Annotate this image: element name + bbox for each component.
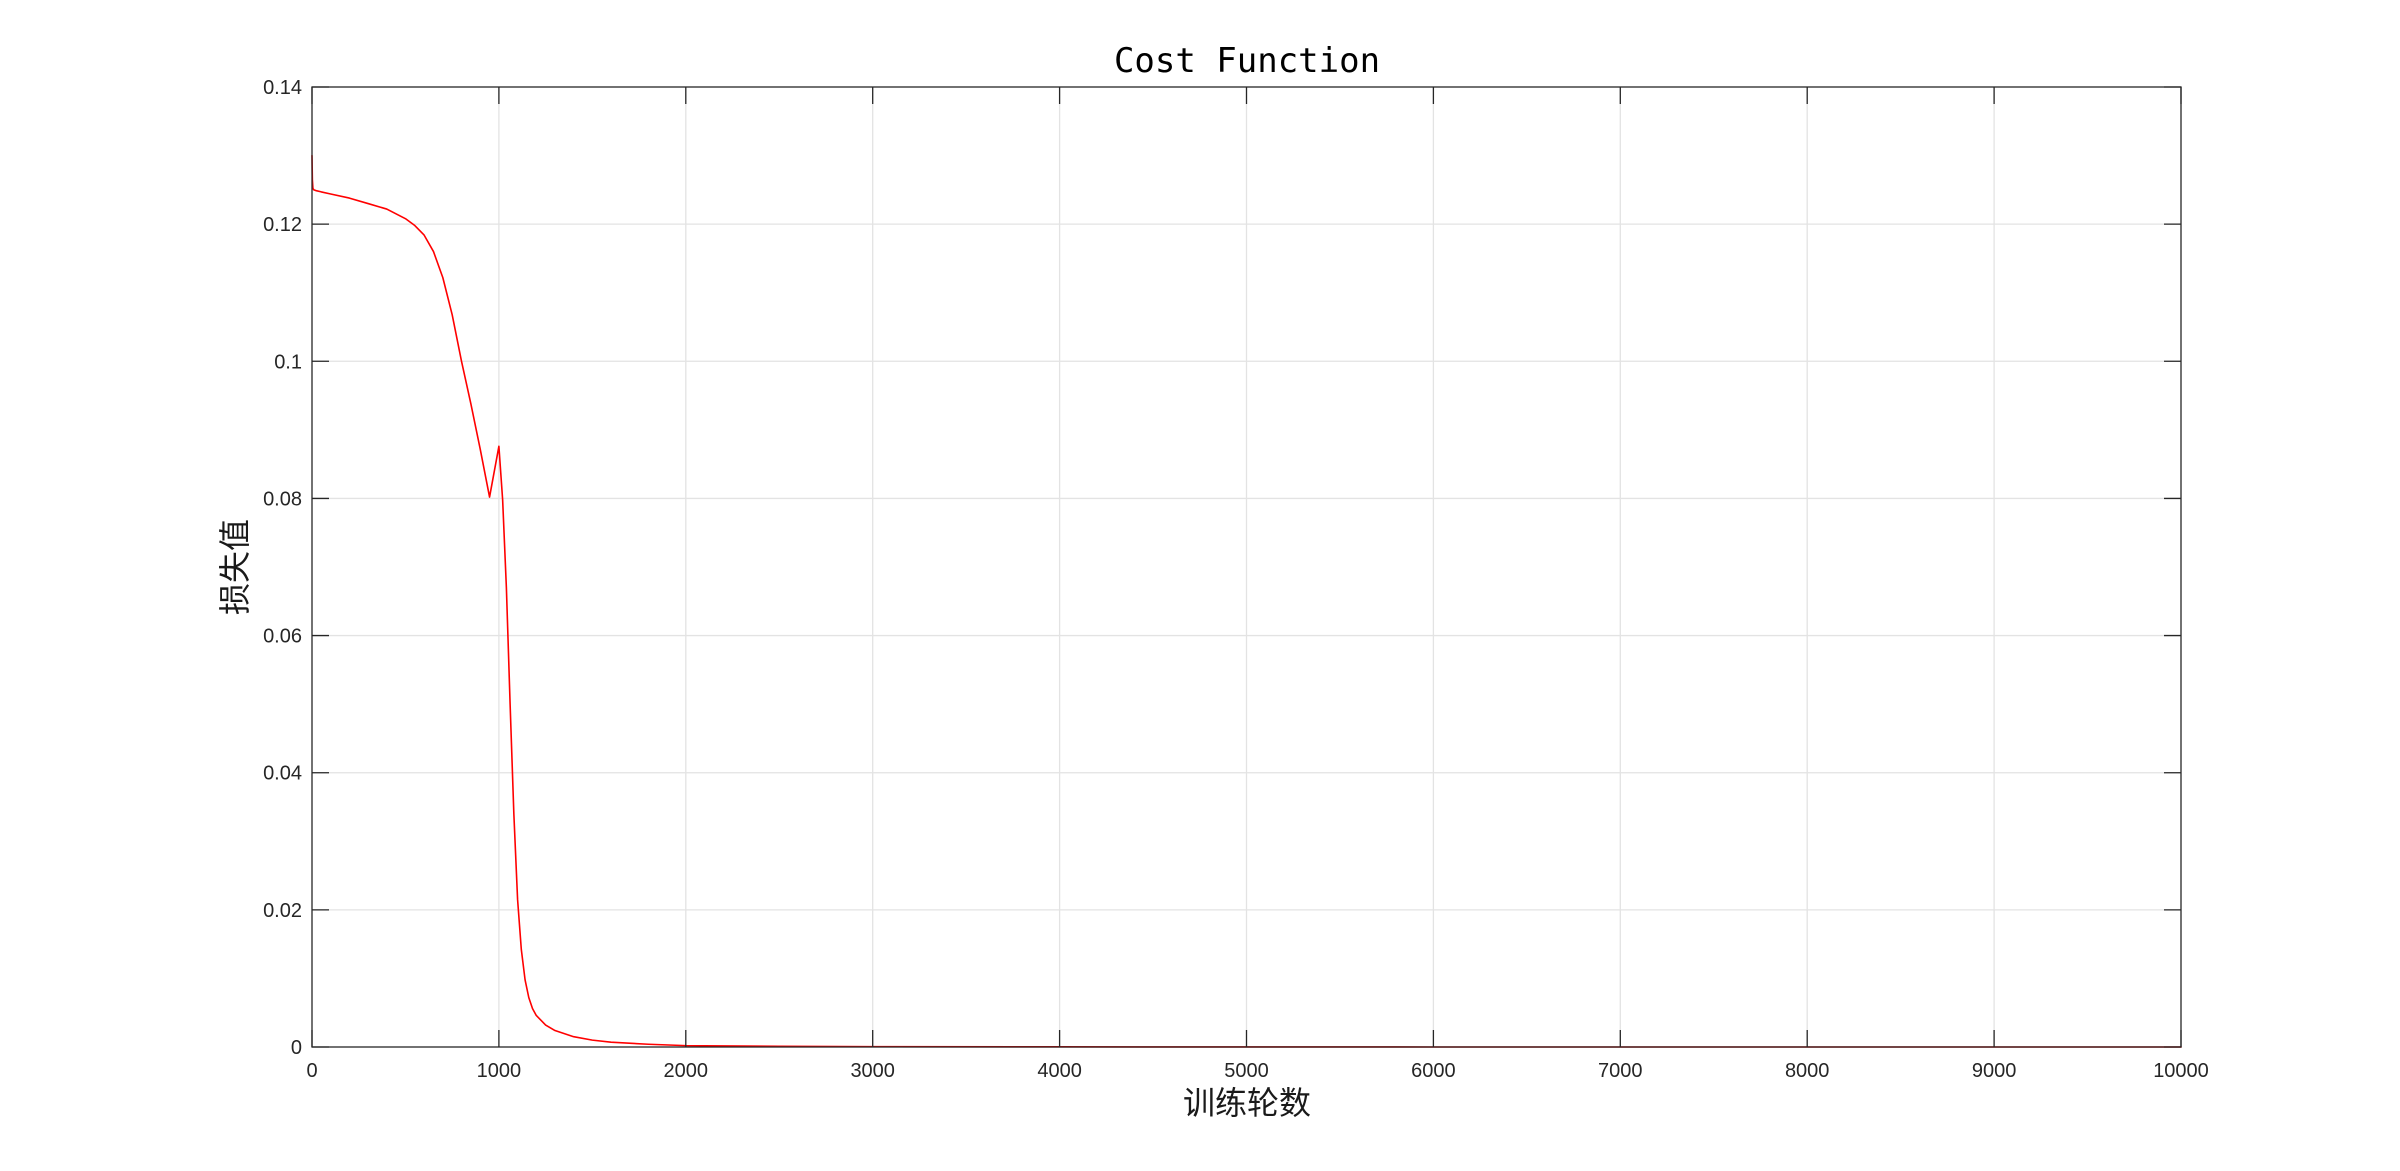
x-axis-label: 训练轮数 [1183, 1084, 1311, 1122]
x-tick-label: 2000 [664, 1060, 709, 1082]
grid-lines [312, 87, 2181, 1047]
x-tick-label: 3000 [850, 1060, 895, 1082]
x-tick-labels: 0 1000 2000 3000 4000 5000 6000 7000 8000 9000 100… [306, 1060, 2208, 1082]
y-tick-label: 0.02 [263, 900, 302, 922]
x-tick-label: 5000 [1224, 1060, 1269, 1082]
y-tick-label: 0.1 [274, 351, 302, 373]
y-tick-label: 0.12 [263, 214, 302, 236]
chart-title: Cost Function [1114, 41, 1380, 81]
y-tick-labels: 0 0.02 0.04 0.06 0.08 0.1 0.12 0.14 [263, 77, 302, 1059]
y-axis-label: 损失值 [216, 519, 254, 615]
y-tick-label: 0.08 [263, 488, 302, 510]
x-tick-label: 7000 [1598, 1060, 1643, 1082]
x-tick-label: 10000 [2153, 1060, 2209, 1082]
x-tick-label: 0 [306, 1060, 317, 1082]
y-tick-label: 0.06 [263, 626, 302, 648]
y-tick-label: 0 [291, 1037, 302, 1059]
x-tick-label: 9000 [1972, 1060, 2017, 1082]
x-tick-label: 4000 [1037, 1060, 1082, 1082]
x-tick-label: 1000 [477, 1060, 522, 1082]
y-tick-label: 0.14 [263, 77, 302, 99]
x-tick-label: 8000 [1785, 1060, 1830, 1082]
y-tick-label: 0.04 [263, 763, 302, 785]
x-tick-label: 6000 [1411, 1060, 1456, 1082]
tick-marks [311, 86, 2182, 1048]
